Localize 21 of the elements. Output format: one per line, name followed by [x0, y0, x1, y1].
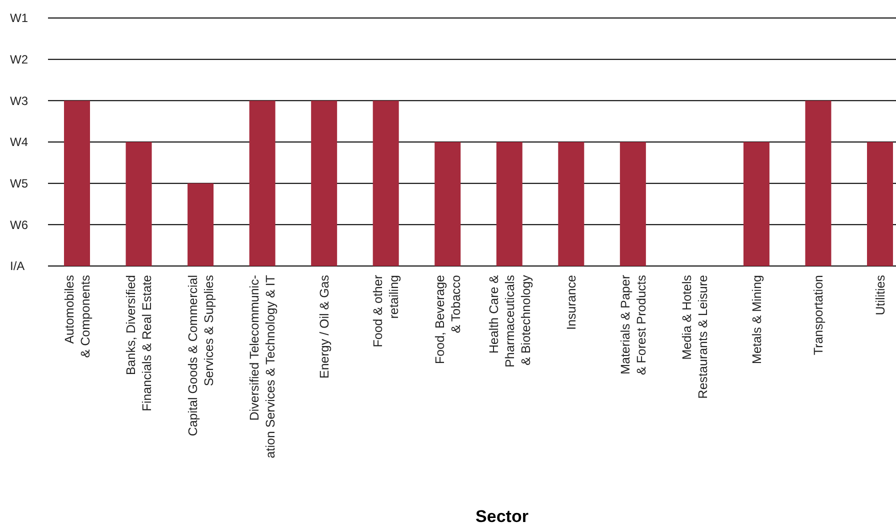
x-tick-label: Automobiles & Components [62, 275, 92, 358]
ref-line-label: I/A [10, 259, 25, 274]
x-tick-label: Diversified Telecommunic- ation Services & Technology & IT [248, 274, 278, 458]
ref-line-label: W5 [10, 176, 28, 191]
x-tick-label: Health Care & Pharmaceuticals & Biotechnology [486, 274, 533, 368]
ref-line-label: W4 [10, 135, 28, 150]
x-tick-label: Transportation [812, 274, 826, 356]
ref-line-label: W1 [10, 11, 28, 26]
x-tick-label: Insurance [564, 274, 579, 330]
x-axis-title: Sector [476, 507, 529, 526]
ref-line-label: W6 [10, 218, 28, 232]
x-tick-label: Materials & Paper & Forest Products [618, 275, 648, 376]
x-tick-label: Food & other retailing [371, 274, 402, 348]
ref-line-label: W2 [10, 52, 28, 67]
x-tick-label: Capital Goods & Commercial Services & Supplies [186, 275, 216, 436]
x-tick-label: Metals & Mining [750, 274, 764, 364]
ref-line-label: W3 [10, 94, 28, 108]
x-tick-label: Media & Hotels Restaurants & Leisure [680, 274, 710, 399]
x-tick-label: Energy / Oil & Gas [317, 275, 332, 379]
x-tick-label: Utilities [873, 275, 888, 316]
x-tick-label: Banks, Diversified Financials & Real Estate [124, 274, 154, 412]
